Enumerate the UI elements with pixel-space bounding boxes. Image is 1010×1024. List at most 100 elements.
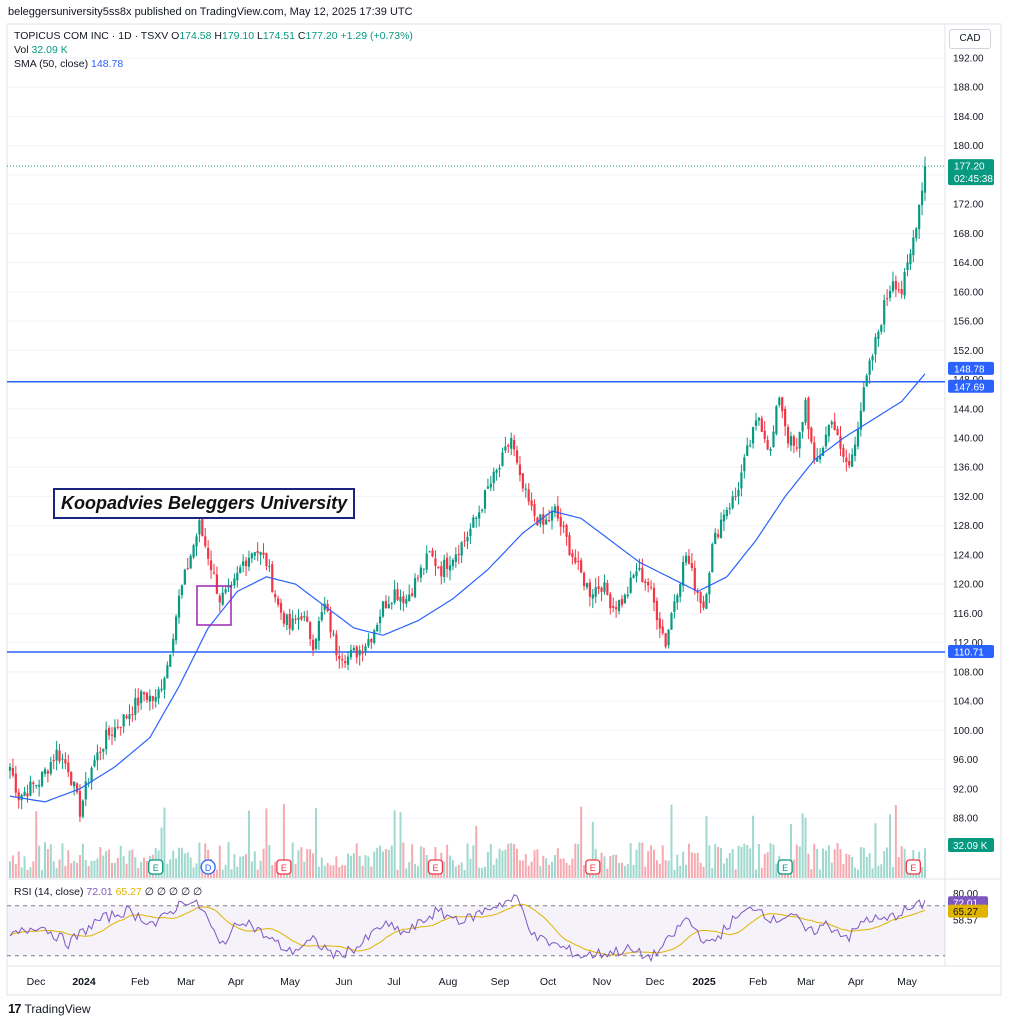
candle-body (682, 562, 685, 586)
candle-body (172, 638, 175, 653)
volume-bar (186, 852, 189, 878)
candle-body (448, 565, 452, 571)
candle-body (236, 572, 239, 581)
volume-label-text: 32.09 K (953, 841, 988, 852)
candle-body (743, 457, 746, 472)
candle-body (722, 514, 726, 522)
candle-body (466, 536, 469, 542)
candle-body (107, 728, 111, 736)
volume-bar (449, 855, 452, 878)
candle-body (652, 587, 656, 603)
candle-body (719, 519, 723, 538)
volume-bar (737, 845, 740, 878)
time-tick-label: Oct (540, 976, 556, 988)
volume-bar (539, 866, 542, 878)
candle-body (344, 661, 347, 664)
candle-body (131, 713, 134, 716)
volume-bar (90, 860, 93, 878)
volume-bar (180, 847, 183, 878)
candle-body (667, 629, 670, 646)
volume-bar (583, 865, 586, 878)
candle-body (772, 431, 775, 448)
candle-body (247, 557, 251, 567)
volume-bar (11, 855, 14, 878)
price-axis: 192.00188.00184.00180.00176.00172.00168.… (953, 54, 984, 825)
volume-bar (131, 849, 134, 878)
candle-body (300, 616, 303, 620)
volume-bar (921, 866, 924, 878)
volume-bar (478, 867, 481, 878)
price-label-text: 148.78 (954, 364, 985, 375)
marker-letter: E (910, 863, 916, 873)
volume-bar (163, 807, 166, 878)
candle-body (647, 582, 650, 586)
volume-legend[interactable]: Vol 32.09 K (14, 44, 68, 56)
candle-body (658, 618, 661, 629)
volume-bar (472, 845, 475, 878)
candle-body (545, 519, 548, 525)
volume-bar (306, 848, 309, 878)
candle-body (527, 489, 530, 502)
candle-body (99, 751, 102, 753)
volume-bar (291, 842, 294, 878)
candle-body (58, 750, 61, 762)
candle-body (518, 464, 522, 476)
volume-bar (574, 843, 577, 878)
candle-body (798, 432, 801, 449)
candle-body (306, 616, 309, 622)
candle-body (789, 436, 793, 446)
rsi-legend[interactable]: RSI (14, close) 72.01 65.27 ∅ ∅ ∅ ∅ ∅ (14, 886, 202, 898)
candle-body (73, 781, 76, 787)
candle-body (215, 574, 218, 594)
sma-legend[interactable]: SMA (50, close) 148.78 (14, 58, 123, 70)
candle-body (655, 600, 659, 621)
volume-bar (26, 869, 29, 878)
vol-label: Vol (14, 44, 29, 56)
price-tick-label: 180.00 (953, 141, 984, 152)
volume-bar (612, 854, 615, 878)
candle-body (413, 578, 417, 597)
volume-bar (268, 844, 271, 878)
volume-bar (446, 844, 449, 878)
volume-bar (620, 862, 623, 878)
candle-body (405, 599, 408, 604)
symbol-name[interactable]: TOPICUS COM INC · 1D · TSXV (14, 30, 169, 42)
volume-bar (344, 865, 347, 878)
candle-body (609, 594, 612, 609)
candle-body (588, 582, 591, 597)
volume-bar (661, 845, 664, 878)
candle-body (603, 582, 606, 592)
candle-body (542, 514, 545, 525)
candle-body (699, 592, 702, 604)
candle-body (877, 331, 880, 340)
volume-bar (393, 810, 396, 878)
volume-bar (559, 858, 562, 878)
candle-body (256, 550, 259, 553)
volume-bar (250, 861, 253, 878)
time-tick-label: Sep (491, 976, 510, 988)
candle-body (105, 729, 108, 750)
volume-bar (58, 859, 61, 878)
candle-body (673, 601, 676, 612)
volume-bar (813, 843, 816, 878)
volume-bar (317, 866, 320, 878)
candle-body (480, 509, 484, 512)
symbol-legend: TOPICUS COM INC · 1D · TSXV O174.58 H179… (14, 30, 413, 42)
candle-body (38, 784, 41, 787)
time-tick-label: 2025 (692, 976, 716, 988)
volume-bar (145, 861, 148, 878)
candle-body (102, 748, 105, 752)
candle-body (297, 617, 300, 620)
volume-bar (883, 850, 886, 878)
candle-body (396, 588, 399, 600)
candle-body (204, 536, 207, 547)
candle-body (594, 587, 597, 597)
tradingview-logo[interactable]: 17 TradingView (8, 1001, 91, 1016)
candle-body (830, 422, 833, 425)
volume-bar (414, 864, 417, 878)
volume-bar (845, 853, 848, 878)
volume-bar (740, 847, 743, 878)
currency-selector[interactable]: CAD (949, 29, 991, 49)
candle-body (154, 696, 157, 702)
